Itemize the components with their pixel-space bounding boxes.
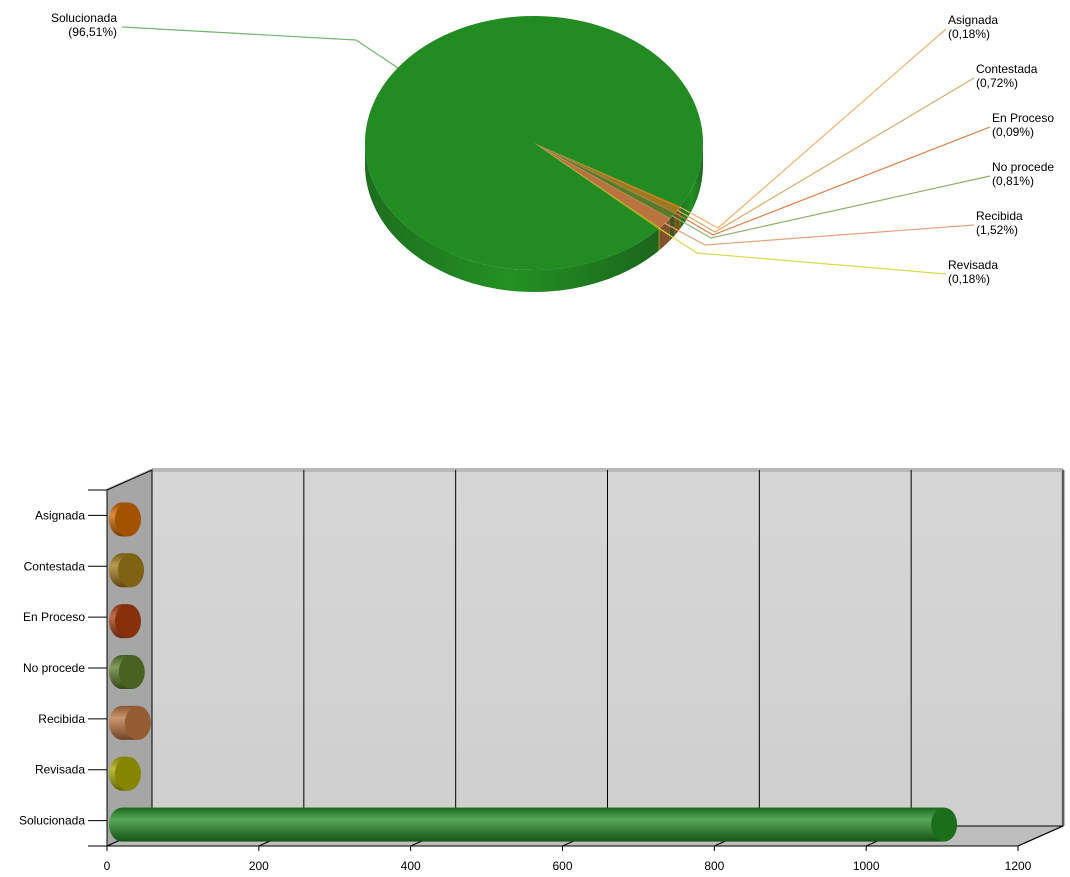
pie-leader-revisada	[658, 227, 947, 275]
pie-slice-solucionada	[365, 15, 704, 270]
pie-percent-revisada: (0,18%)	[948, 272, 990, 286]
pie-label-asignada: Asignada	[948, 13, 998, 27]
pie-chart: Asignada(0,18%)Contestada(0,72%)En Proce…	[51, 11, 1054, 292]
pie-label-no-procede: No procede	[992, 160, 1054, 174]
x-tick-label: 0	[104, 859, 111, 873]
y-tick-label-contestada: Contestada	[24, 559, 86, 573]
bar-solucionada	[109, 807, 958, 842]
pie-side-asignada	[679, 206, 681, 230]
pie-label-solucionada: Solucionada	[51, 11, 117, 25]
pie-percent-contestada: (0,72%)	[976, 76, 1018, 90]
pie-percent-asignada: (0,18%)	[948, 27, 990, 41]
y-tick-label-revisada: Revisada	[35, 763, 85, 777]
bar-en-proceso	[109, 604, 141, 639]
y-tick-label-no-procede: No procede	[23, 661, 85, 675]
x-tick-label: 1000	[853, 859, 880, 873]
y-tick-label-solucionada: Solucionada	[19, 814, 85, 828]
pie-leader-en-proceso	[674, 126, 991, 236]
x-tick-label: 600	[552, 859, 572, 873]
pie-side-revisada	[658, 227, 660, 251]
pie-leader-contestada	[677, 77, 975, 233]
pie-percent-solucionada: (96,51%)	[68, 25, 117, 39]
pie-label-recibida: Recibida	[976, 209, 1023, 223]
pie-side-recibida	[659, 218, 670, 250]
y-tick-label-recibida: Recibida	[38, 712, 85, 726]
y-tick-label-en-proceso: En Proceso	[23, 610, 85, 624]
x-tick-label: 800	[704, 859, 724, 873]
x-tick-label: 200	[249, 859, 269, 873]
x-tick-label: 400	[401, 859, 421, 873]
pie-leader-no-procede	[672, 175, 991, 239]
pie-percent-recibida: (1,52%)	[976, 223, 1018, 237]
pie-label-contestada: Contestada	[976, 62, 1038, 76]
pie-label-revisada: Revisada	[948, 258, 998, 272]
bar-recibida	[109, 705, 151, 740]
pie-side-en-proceso	[674, 212, 676, 236]
x-tick-label: 1200	[1005, 859, 1032, 873]
pie-label-en-proceso: En Proceso	[992, 111, 1054, 125]
pie-percent-en-proceso: (0,09%)	[992, 125, 1034, 139]
y-tick-label-asignada: Asignada	[35, 508, 85, 522]
pie-leader-asignada	[679, 28, 947, 229]
pie-side-solucionada	[680, 143, 703, 229]
pie-percent-no-procede: (0,81%)	[992, 174, 1034, 188]
bar-chart: 0 200 400 600 800 1000 1200 Asignada Contestada E…	[19, 468, 1065, 873]
bar-contestada	[109, 553, 145, 588]
bar-revisada	[109, 756, 141, 791]
pie-leader-solucionada	[121, 26, 399, 69]
floor-grid-line	[1017, 825, 1064, 847]
bar-asignada	[109, 502, 141, 537]
bar-no-procede	[109, 655, 145, 689]
pie-side-solucionada	[365, 143, 659, 292]
pie-leader-recibida	[664, 222, 975, 246]
